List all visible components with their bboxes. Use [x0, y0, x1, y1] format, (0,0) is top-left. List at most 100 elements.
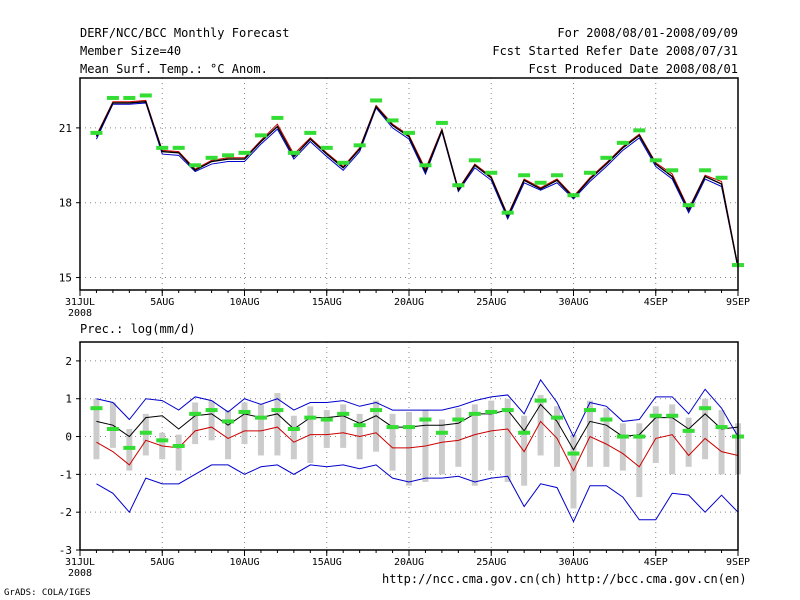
series-blue_lower [96, 464, 739, 523]
forecast-marker [386, 425, 399, 430]
forecast-marker [534, 398, 547, 403]
forecast-marker [320, 417, 333, 422]
spread-box [274, 393, 281, 456]
url-en-link[interactable]: http://bcc.cma.gov.cn(en) [566, 572, 747, 586]
forecast-marker [468, 158, 481, 163]
y-tick-label: 18 [59, 197, 72, 210]
spread-box [471, 404, 478, 486]
forecast-marker [616, 434, 629, 439]
spread-box [241, 402, 248, 445]
forecast-marker [90, 406, 103, 411]
series-black [95, 100, 739, 268]
forecast-marker [90, 130, 103, 135]
forecast-marker [106, 426, 119, 431]
forecast-marker [337, 160, 350, 165]
y-tick-label: -2 [59, 506, 72, 519]
forecast-marker [682, 428, 695, 433]
forecast-marker [353, 143, 366, 148]
spread-box [373, 400, 380, 452]
forecast-marker [567, 193, 580, 198]
x-tick-label: 20AUG [394, 297, 424, 308]
member-size-label: Member Size=40 [80, 44, 182, 58]
x-tick-label: 9SEP [726, 297, 750, 308]
y-tick-label: 2 [65, 355, 72, 368]
x-tick-label: 20AUG [394, 557, 424, 568]
forecast-marker [600, 417, 613, 422]
forecast-marker [205, 408, 218, 413]
forecast-marker [386, 118, 399, 123]
series-black_mean [96, 403, 739, 451]
x-tick-label: 5AUG [150, 297, 174, 308]
forecast-marker [238, 150, 251, 155]
series-red_member [96, 420, 739, 472]
chart-panel-2: -3 -2 -1 0 1 2 31JUL 5AUG 10AUG 15AUG 20AUG 25AUG 30… [59, 341, 750, 579]
forecast-marker [189, 163, 202, 168]
forecast-marker [633, 128, 646, 133]
forecast-marker [337, 411, 350, 416]
forecast-marker [435, 430, 448, 435]
spread-box [504, 398, 511, 482]
forecast-marker [485, 170, 498, 175]
forecast-marker [419, 163, 432, 168]
spread-box [718, 410, 725, 475]
spread-box [406, 411, 412, 486]
forecast-marker [287, 426, 300, 431]
forecast-marker [172, 444, 185, 448]
x-tick-label: 4SEP [644, 557, 668, 568]
forecast-marker [106, 95, 119, 100]
forecast-marker [123, 445, 136, 450]
spread-box [586, 400, 593, 467]
forecast-marker [583, 170, 596, 175]
x-tick-label: 31JUL [65, 297, 95, 308]
url-ch-link[interactable]: http://ncc.cma.gov.cn(ch) [382, 572, 563, 586]
spread-box [603, 408, 610, 467]
series-red [96, 99, 739, 267]
forecast-marker [254, 415, 267, 420]
x-tick-label: 31JUL [65, 557, 95, 568]
x-tick-label: 30AUG [558, 297, 588, 308]
grads-credit: GrADS: COLA/IGES [4, 588, 91, 598]
forecast-marker [271, 408, 284, 413]
fcst-produced-date: Fcst Produced Date 2008/08/01 [528, 62, 738, 76]
forecast-marker [271, 115, 284, 120]
y-tick-label: -3 [59, 544, 72, 557]
forecast-marker [370, 98, 383, 103]
precip-panel-title: Prec.: log(mm/d) [80, 322, 196, 336]
forecast-marker [419, 417, 432, 422]
forecast-period: For 2008/08/01-2008/09/09 [557, 26, 738, 40]
forecast-marker [304, 130, 317, 135]
forecast-marker [156, 438, 169, 443]
y-tick-label: -1 [59, 468, 72, 481]
x-tick-label: 15AUG [312, 557, 342, 568]
forecast-marker [485, 409, 498, 414]
chart-panel-1: 15 18 21 31JUL 5AUG 10AUG 15AUG 20AUG 25AUG 30AUG… [59, 77, 750, 319]
y-tick-label: 0 [65, 431, 72, 444]
forecast-marker [649, 413, 662, 418]
forecast-marker [452, 417, 465, 422]
forecast-marker [403, 425, 415, 430]
forecast-marker [238, 409, 251, 414]
forecast-marker [353, 423, 366, 428]
spread-box [636, 423, 643, 498]
x-year-label: 2008 [68, 568, 92, 579]
forecast-marker [222, 419, 235, 424]
spread-box [702, 398, 709, 460]
forecast-marker [600, 155, 613, 160]
x-tick-label: 4SEP [644, 297, 668, 308]
forecast-marker [666, 168, 679, 173]
forecast-marker [435, 120, 448, 125]
spread-box [192, 402, 199, 445]
y-tick-label: 21 [59, 122, 72, 135]
forecast-marker [189, 411, 202, 416]
x-year-label: 2008 [68, 308, 92, 319]
forecast-title: DERF/NCC/BCC Monthly Forecast [80, 26, 290, 40]
forecast-marker [699, 406, 712, 411]
forecast-marker [123, 95, 136, 100]
spread-box [455, 408, 462, 467]
spread-box [208, 400, 215, 441]
forecast-marker [682, 203, 695, 208]
series-blue_upper [96, 378, 739, 438]
forecast-marker [403, 130, 415, 135]
series-blue [95, 102, 739, 268]
